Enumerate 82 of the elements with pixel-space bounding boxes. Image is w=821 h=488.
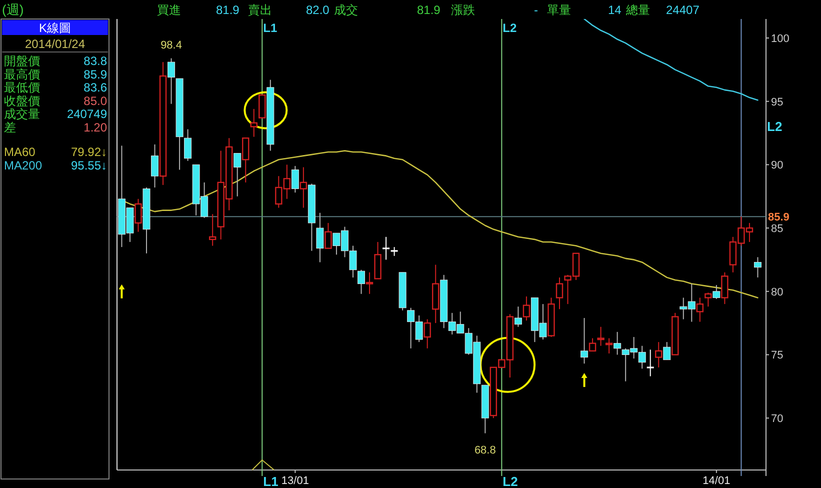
line-series xyxy=(584,19,758,101)
text: 總量 xyxy=(625,3,650,17)
text: 24407 xyxy=(666,3,700,17)
text: 85.9 xyxy=(84,67,108,82)
text: MA200 xyxy=(4,158,42,172)
x-tick-label: 13/01 xyxy=(281,475,309,487)
text: 買進 xyxy=(157,3,181,17)
text: 差 xyxy=(4,120,16,134)
text: 開盤價 xyxy=(4,54,40,68)
text: 收盤價 xyxy=(4,94,40,108)
candlestick xyxy=(514,306,522,328)
y-tick-label: 70 xyxy=(771,413,784,426)
text: 81.9 xyxy=(216,3,240,17)
candlestick xyxy=(614,331,622,356)
candlestick xyxy=(291,165,299,194)
annotation: 68.8 xyxy=(474,444,496,456)
text: K線圖 xyxy=(38,21,72,35)
text: 83.6 xyxy=(84,80,108,95)
candlestick xyxy=(208,214,216,246)
candlestick xyxy=(258,94,266,118)
candlestick xyxy=(663,342,671,360)
candlestick xyxy=(424,318,431,349)
text: 單量 xyxy=(547,3,571,17)
y-tick-label: 100 xyxy=(771,33,790,46)
candlestick xyxy=(316,212,324,263)
y-tick-label: 95 xyxy=(771,96,784,108)
candlestick xyxy=(522,296,530,322)
candlestick xyxy=(696,297,704,322)
candlestick xyxy=(134,198,142,232)
candlestick xyxy=(300,166,308,208)
text: 240749 xyxy=(66,107,108,122)
candlestick xyxy=(250,108,258,138)
text: 95.55↓ xyxy=(70,158,107,172)
candlestick xyxy=(234,152,242,197)
candlestick xyxy=(358,269,366,294)
text: - xyxy=(534,3,538,17)
candlestick xyxy=(721,272,728,305)
ref-line-label: 85.9 xyxy=(768,212,790,224)
text: MA60 xyxy=(4,145,36,159)
candlestick xyxy=(597,326,604,346)
text: 81.9 xyxy=(417,3,441,17)
candlestick xyxy=(324,222,332,249)
y-tick-label: 80 xyxy=(771,286,784,298)
candlestick xyxy=(168,58,176,104)
candlestick xyxy=(655,342,662,368)
annotation: 98.4 xyxy=(160,39,182,52)
text: 2014/01/24 xyxy=(24,37,86,51)
candlestick xyxy=(580,317,588,364)
candlestick xyxy=(704,292,712,308)
candlestick xyxy=(646,349,654,377)
text: 85.0 xyxy=(84,94,108,108)
candlestick xyxy=(184,128,192,162)
candlestick xyxy=(605,338,613,354)
text: 成交 xyxy=(334,3,358,17)
text: L1 xyxy=(263,474,278,488)
text: 1.20 xyxy=(84,120,108,134)
text: 79.92↓ xyxy=(70,145,107,159)
x-tick-label: 14/01 xyxy=(702,475,730,487)
text: L2 xyxy=(767,119,782,134)
text: (週) xyxy=(2,2,24,17)
ref-line-label: L1 xyxy=(263,21,278,35)
candlestick xyxy=(366,272,374,294)
candlestick xyxy=(382,236,390,260)
y-tick-label: 90 xyxy=(771,160,784,172)
text: L2 xyxy=(502,474,518,488)
text: 14 xyxy=(608,3,622,17)
text: 83.8 xyxy=(84,54,108,68)
text: 漲跌 xyxy=(451,3,475,17)
text: 成交量 xyxy=(4,107,40,122)
candlestick xyxy=(556,276,564,310)
ref-line-label: L2 xyxy=(502,21,518,35)
text: 最高價 xyxy=(4,67,40,82)
y-tick-label: 85 xyxy=(771,223,784,236)
candlestick xyxy=(588,338,596,352)
candlestick xyxy=(712,284,720,300)
text: 賣出 xyxy=(248,3,272,17)
candlestick xyxy=(242,137,250,183)
candlestick xyxy=(754,256,762,278)
text: 82.0 xyxy=(306,3,330,17)
y-tick-label: 75 xyxy=(771,350,784,362)
candlestick xyxy=(151,144,159,188)
text: 最低價 xyxy=(4,80,40,95)
